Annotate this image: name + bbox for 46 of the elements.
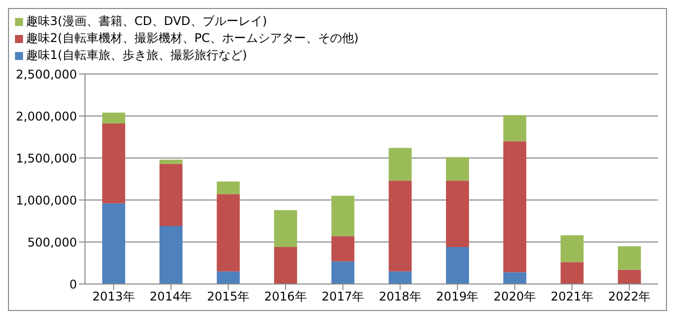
bar <box>102 112 126 124</box>
x-tick-label: 2020年 <box>493 290 536 304</box>
y-tick-label: 500,000 <box>27 235 77 250</box>
y-tick-label: 1,000,000 <box>16 193 77 208</box>
bar <box>503 115 526 142</box>
x-tick-label: 2017年 <box>322 290 364 304</box>
bar <box>216 182 240 194</box>
bar <box>446 180 469 248</box>
x-tick-label: 2013年 <box>92 290 135 304</box>
bar <box>216 271 240 284</box>
y-tick-label: 1,500,000 <box>16 151 77 166</box>
x-tick-label: 2022年 <box>608 290 651 304</box>
bar <box>331 236 354 262</box>
legend-label: 趣味2(自転車機材、撮影機材、PC、ホームシアター、その他) <box>26 30 359 47</box>
bar <box>503 141 526 272</box>
bar <box>331 261 354 284</box>
x-tick-label: 2016年 <box>264 290 307 304</box>
bar <box>102 124 126 204</box>
y-tick-label: 2,500,000 <box>16 67 77 82</box>
bar <box>560 262 584 284</box>
x-tick-label: 2014年 <box>150 290 192 304</box>
bar <box>274 247 298 284</box>
bar <box>159 226 182 284</box>
bar <box>503 272 526 284</box>
bar <box>102 203 126 284</box>
bar <box>331 196 354 236</box>
bar <box>446 247 469 284</box>
bar <box>560 235 584 262</box>
bar <box>216 194 240 272</box>
bar <box>159 160 182 164</box>
x-tick-label: 2015年 <box>206 290 250 304</box>
bar <box>388 148 412 181</box>
legend-label: 趣味3(漫画、書籍、CD、DVD、ブルーレイ) <box>26 13 268 30</box>
legend-label: 趣味1(自転車旅、歩き旅、撮影旅行など) <box>26 47 247 64</box>
bar <box>618 246 641 270</box>
bar <box>159 164 182 226</box>
bar <box>388 271 412 284</box>
x-tick-label: 2019年 <box>436 290 479 304</box>
x-tick-label: 2018年 <box>378 290 422 304</box>
y-tick-label: 0 <box>69 277 77 292</box>
bar <box>274 210 298 248</box>
bar <box>388 180 412 272</box>
x-tick-label: 2021年 <box>550 290 594 304</box>
bar <box>446 157 469 181</box>
y-tick-label: 2,000,000 <box>16 109 77 124</box>
bar <box>618 270 641 284</box>
